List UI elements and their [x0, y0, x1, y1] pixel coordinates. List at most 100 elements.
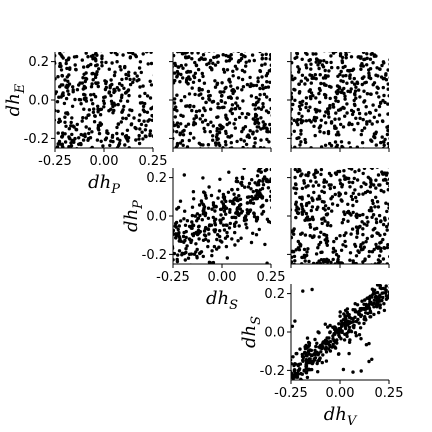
data-point [329, 52, 331, 53]
data-point [304, 362, 308, 367]
data-point [201, 74, 205, 79]
data-point [389, 279, 392, 282]
data-point [310, 353, 315, 357]
data-point [299, 243, 303, 247]
data-point [388, 284, 389, 285]
data-point [260, 56, 264, 61]
data-point [296, 169, 300, 174]
data-point [381, 140, 386, 144]
data-point [124, 76, 129, 81]
data-point [304, 63, 308, 67]
data-point [313, 337, 317, 342]
data-point [110, 61, 114, 65]
data-point [198, 213, 202, 218]
data-point [202, 81, 207, 85]
data-point [112, 101, 116, 105]
data-point [379, 100, 383, 105]
data-point [123, 65, 127, 70]
data-point [142, 119, 146, 123]
data-point [204, 237, 208, 241]
data-point [311, 198, 315, 203]
y-tick-label: 0.0 [28, 94, 49, 109]
data-point [228, 109, 232, 113]
data-point [365, 223, 369, 227]
data-point [175, 298, 178, 301]
data-point [235, 176, 239, 180]
data-point [322, 180, 326, 184]
data-point [61, 56, 65, 60]
data-point [303, 82, 307, 86]
data-point [350, 112, 355, 117]
data-point [63, 120, 67, 125]
data-point [261, 86, 265, 91]
data-point [237, 115, 242, 120]
data-point [188, 131, 193, 136]
data-point [116, 102, 120, 107]
data-point [291, 74, 294, 78]
data-point [338, 52, 343, 56]
panel-V-vs-E [287, 52, 390, 152]
data-point [237, 194, 241, 198]
data-point [192, 197, 196, 201]
data-point [258, 93, 262, 97]
data-point [303, 255, 307, 259]
data-point [383, 137, 387, 142]
data-point [339, 69, 343, 74]
data-point [194, 242, 198, 246]
data-point [340, 183, 345, 187]
data-point [187, 138, 191, 143]
data-point [266, 186, 271, 190]
data-point [89, 85, 94, 89]
data-point [195, 254, 199, 259]
data-point [382, 76, 387, 81]
data-point [317, 60, 322, 65]
data-point [108, 143, 112, 148]
data-point [102, 105, 106, 109]
data-point [111, 104, 115, 109]
data-point [91, 102, 95, 106]
data-point [301, 355, 305, 360]
data-point [349, 55, 354, 59]
data-point [365, 120, 369, 124]
data-point [333, 117, 337, 121]
data-point [307, 171, 311, 175]
data-point [197, 78, 202, 83]
data-point [222, 105, 226, 110]
data-point [82, 107, 86, 111]
data-point [339, 248, 344, 252]
data-point [182, 230, 186, 235]
data-point [243, 54, 247, 59]
data-point [375, 91, 379, 95]
data-point [174, 233, 179, 238]
data-point [192, 136, 196, 140]
data-point [120, 83, 124, 88]
data-point [305, 375, 310, 380]
data-point [103, 87, 108, 92]
data-point [123, 143, 127, 147]
data-point [211, 260, 216, 264]
data-point [121, 116, 125, 120]
data-point [382, 277, 385, 280]
data-point [378, 274, 381, 277]
data-point [197, 203, 202, 207]
data-point [132, 116, 136, 120]
data-point [381, 222, 386, 227]
data-point [385, 279, 388, 282]
data-point [233, 107, 238, 111]
x-axis-label: dhV [324, 404, 358, 429]
data-point [247, 59, 251, 63]
data-point [190, 220, 194, 224]
data-point [288, 115, 291, 118]
data-point [118, 138, 122, 143]
data-point [297, 207, 301, 211]
data-point [179, 63, 183, 68]
data-point [269, 160, 272, 163]
data-point [173, 115, 177, 119]
data-point [228, 199, 232, 203]
data-point [272, 180, 275, 183]
data-point [197, 109, 202, 113]
data-point [173, 63, 178, 68]
data-point [56, 75, 60, 79]
data-point [185, 145, 190, 148]
data-point [263, 162, 266, 165]
